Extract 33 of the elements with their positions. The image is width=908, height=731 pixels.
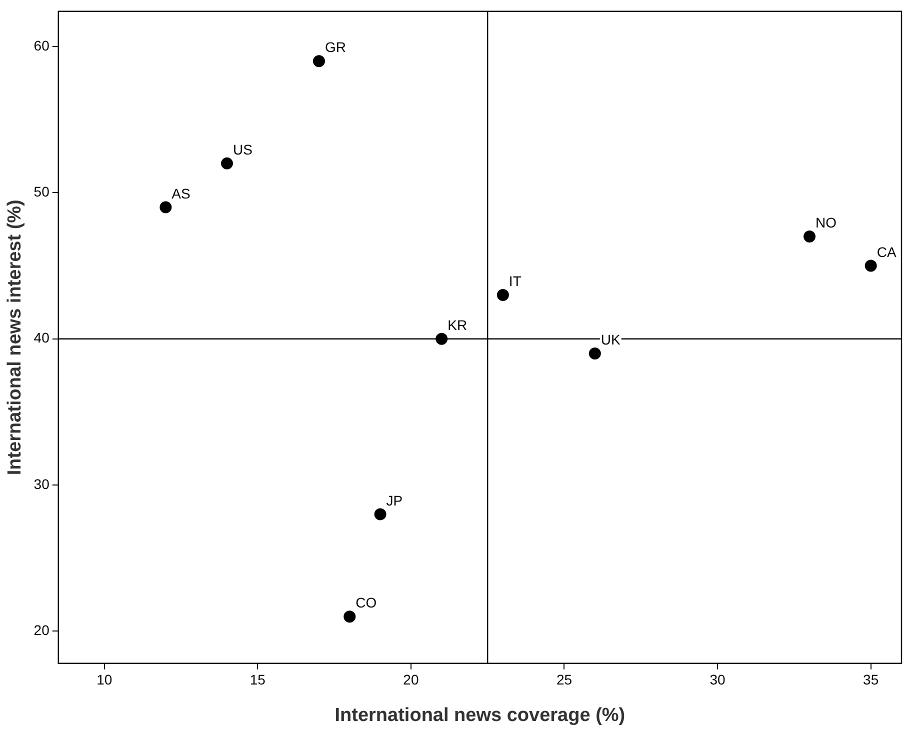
x-tick-label: 15 bbox=[250, 672, 266, 688]
x-tick-label: 25 bbox=[556, 672, 572, 688]
point bbox=[496, 289, 509, 302]
y-tick-label: 30 bbox=[34, 476, 50, 492]
point bbox=[588, 347, 601, 360]
y-tick-label: 50 bbox=[34, 184, 50, 200]
point bbox=[436, 332, 448, 345]
point bbox=[221, 157, 233, 170]
x-tick-label: 10 bbox=[96, 672, 112, 688]
annotation: CO bbox=[356, 594, 377, 611]
y-tick-label: 20 bbox=[34, 622, 50, 638]
y-tick-label: 40 bbox=[34, 330, 50, 346]
annotation: NO bbox=[816, 214, 837, 231]
annotation: UK bbox=[600, 331, 622, 348]
annotation: IT bbox=[508, 273, 522, 290]
point bbox=[804, 230, 816, 243]
annotation: KR bbox=[448, 316, 468, 333]
point bbox=[160, 201, 172, 214]
point bbox=[864, 260, 877, 272]
point bbox=[374, 508, 386, 520]
point bbox=[344, 610, 356, 623]
annotation: US bbox=[233, 141, 252, 158]
annotation: AS bbox=[172, 185, 190, 202]
annotation: CA bbox=[876, 244, 897, 260]
x-tick-label: 20 bbox=[403, 672, 419, 688]
x-axis-title: International news coverage (%) bbox=[334, 704, 626, 726]
x-tick-label: 35 bbox=[863, 672, 879, 688]
annotation: JP bbox=[386, 492, 403, 508]
x-tick-label: 30 bbox=[710, 672, 726, 688]
y-axis-title: International news interest (%) bbox=[4, 200, 26, 476]
point bbox=[312, 55, 325, 68]
y-tick-label: 60 bbox=[34, 37, 50, 54]
annotation: GR bbox=[324, 39, 346, 56]
